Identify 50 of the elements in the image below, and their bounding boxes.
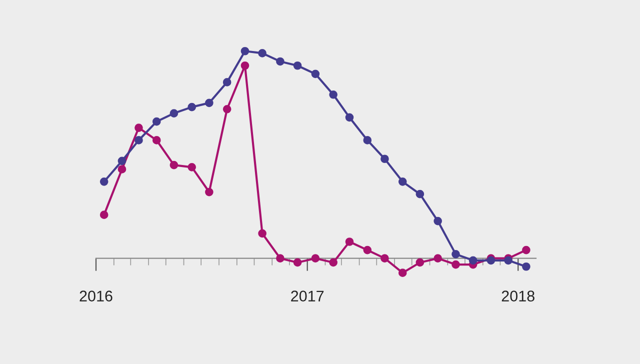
point	[134, 136, 143, 144]
point	[434, 216, 442, 226]
point	[486, 256, 496, 265]
point	[188, 102, 196, 112]
point	[293, 61, 302, 70]
point	[329, 258, 338, 267]
point	[522, 262, 530, 271]
point	[152, 117, 161, 126]
point	[434, 254, 442, 262]
point	[522, 246, 530, 254]
point	[276, 57, 284, 66]
point	[222, 78, 232, 86]
x-tick-label: 2016	[80, 290, 112, 302]
point	[380, 254, 389, 262]
point	[345, 238, 354, 246]
point	[100, 210, 108, 219]
point	[152, 136, 161, 144]
point	[416, 258, 424, 267]
point	[118, 165, 126, 174]
point	[468, 256, 478, 265]
point	[100, 177, 108, 186]
x-tick-label: 2018	[502, 290, 534, 302]
point	[416, 190, 424, 198]
point	[205, 98, 214, 108]
point	[293, 258, 302, 267]
point	[170, 160, 178, 170]
point	[240, 46, 250, 56]
point	[258, 49, 266, 58]
point	[398, 177, 407, 186]
point	[134, 124, 143, 132]
point	[188, 162, 196, 172]
point	[363, 246, 372, 254]
point	[345, 113, 354, 122]
point	[380, 154, 389, 164]
point	[170, 109, 178, 118]
point	[452, 260, 460, 269]
point	[398, 268, 407, 277]
point	[240, 61, 250, 70]
point	[258, 229, 266, 238]
x-tick-label: 2017	[291, 290, 324, 302]
point	[504, 256, 512, 265]
point	[329, 90, 338, 99]
point	[452, 250, 460, 258]
point	[363, 136, 372, 144]
point	[311, 70, 320, 78]
point	[222, 104, 232, 114]
point	[276, 254, 284, 262]
point	[205, 188, 214, 196]
point	[118, 156, 126, 166]
point	[311, 254, 320, 262]
